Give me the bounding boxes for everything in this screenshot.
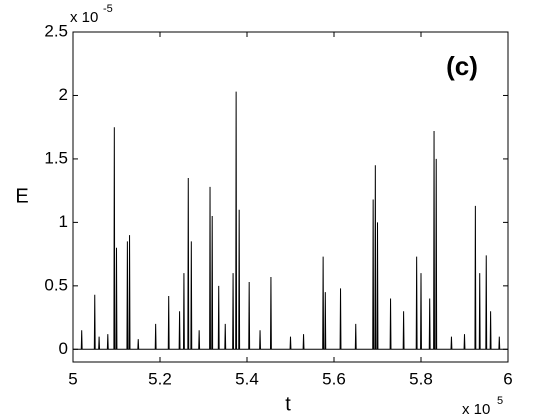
panel-label: (c) [446,51,478,81]
y-multiplier-base: x 10 [70,9,98,26]
x-tick-label: 5.8 [409,369,433,388]
x-multiplier-base: x 10 [462,401,490,418]
x-tick-label: 5.6 [322,369,346,388]
x-tick-label: 5 [68,369,77,388]
data-line [73,91,508,350]
y-tick-label: 0 [59,339,68,358]
x-tick-label: 6 [503,369,512,388]
y-tick-label: 2 [59,85,68,104]
y-axis-label: E [15,185,28,207]
y-tick-label: 0.5 [44,275,68,294]
y-multiplier-exponent: -5 [103,3,113,15]
x-tick-label: 5.2 [148,369,172,388]
y-tick-label: 2.5 [44,21,68,40]
x-tick-label: 5.4 [235,369,259,388]
y-tick-label: 1 [59,212,68,231]
x-axis-label: t [285,393,291,415]
y-tick-label: 1.5 [44,148,68,167]
x-multiplier-exponent: 5 [497,395,503,407]
axes-box [72,31,509,363]
